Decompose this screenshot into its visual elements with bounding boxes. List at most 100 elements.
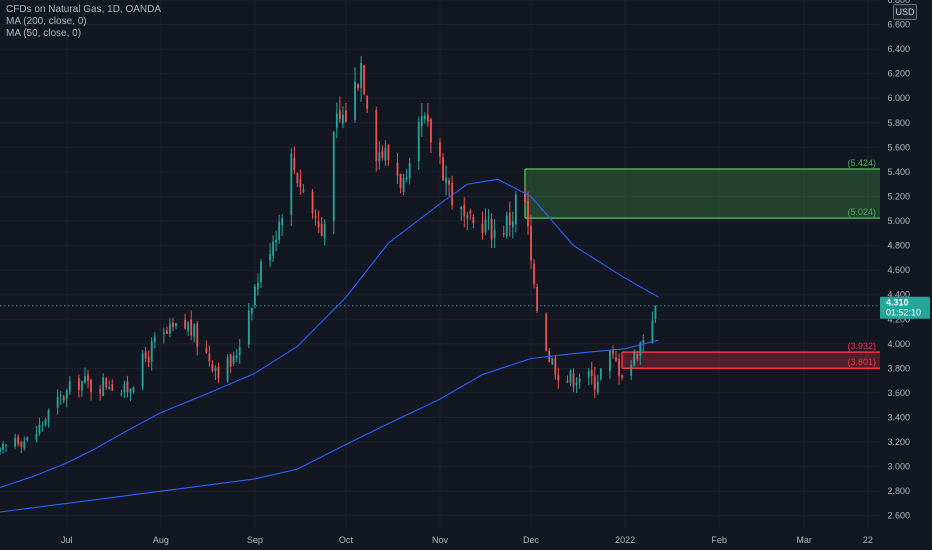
candle-body — [214, 367, 217, 371]
candle-body — [490, 218, 493, 240]
time-axis[interactable]: Jul Aug Sep Oct Nov Dec 2022 Feb Mar 22 — [61, 535, 873, 545]
candle-body — [399, 174, 402, 189]
price-tick-label: 2.600 — [887, 511, 910, 521]
candle-body — [493, 229, 496, 238]
price-tick-label: 6.200 — [887, 69, 910, 79]
candle-body — [59, 395, 62, 397]
price-tick-label: 6.600 — [887, 20, 910, 30]
candle-body — [247, 310, 250, 345]
candle-body — [621, 375, 623, 378]
candle-body — [23, 440, 26, 449]
price-axis[interactable]: 2.600 2.800 3.000 3.200 3.400 3.600 3.800 4.000… — [887, 0, 910, 521]
candle-body — [211, 364, 214, 371]
time-tick-label: 22 — [863, 535, 873, 545]
candle-body — [184, 319, 187, 329]
candle-body — [229, 354, 232, 367]
candle-body — [153, 336, 156, 342]
zones: (5.424) (5.024) (3.932) (3.801) — [524, 158, 880, 369]
candle-body — [460, 206, 463, 209]
candle-body — [175, 322, 177, 326]
candle-body — [102, 377, 105, 397]
candle-body — [320, 223, 323, 236]
candle-body — [187, 322, 190, 332]
candle-body — [132, 387, 135, 392]
candle-body — [599, 368, 602, 380]
candle-body — [275, 239, 278, 243]
supply-zone-top-label: (5.424) — [847, 158, 876, 168]
chart-legend: CFDs on Natural Gas, 1D, OANDA MA (200, … — [6, 4, 161, 40]
candle-body — [363, 65, 366, 94]
candle-body — [366, 96, 369, 109]
legend-symbol[interactable]: CFDs on Natural Gas, 1D, OANDA — [6, 4, 162, 15]
candle-body — [505, 215, 508, 237]
legend-ma200[interactable]: MA (200, close, 0) — [6, 16, 87, 27]
candle-body — [217, 366, 220, 379]
candle-body — [81, 381, 83, 391]
candle-body — [612, 349, 614, 355]
candle-body — [84, 376, 86, 383]
time-tick-label: Nov — [432, 535, 449, 545]
candle-body — [68, 380, 71, 392]
candle-body — [405, 177, 408, 180]
candle-body — [232, 355, 235, 364]
candle-body — [429, 119, 432, 143]
candle-body — [375, 110, 378, 161]
candle-body — [360, 63, 363, 89]
candle-body — [238, 347, 241, 356]
price-tick-label: 3.800 — [887, 363, 910, 373]
time-tick-label: Mar — [796, 535, 812, 545]
candle-body — [99, 389, 102, 394]
price-tag: 4.310 01:52:10 — [880, 296, 930, 319]
candle-body — [514, 194, 517, 225]
candle-body — [323, 223, 326, 238]
candle-body — [502, 232, 505, 235]
legend-ma50[interactable]: MA (50, close, 0) — [6, 28, 82, 39]
currency-button[interactable]: USD — [893, 4, 917, 20]
candle-body — [596, 381, 599, 393]
candle-body — [35, 433, 38, 440]
candle-body — [5, 444, 7, 446]
supply-zone-bottom-label: (5.024) — [847, 207, 876, 217]
candle-body — [44, 419, 47, 426]
candle-body — [417, 121, 420, 161]
candle-body — [257, 283, 259, 290]
candle-body — [260, 261, 262, 282]
candle-body — [587, 371, 590, 378]
candle-body — [90, 379, 92, 392]
candle-body — [357, 83, 359, 89]
candle-body — [335, 113, 338, 129]
candle-body — [253, 286, 256, 306]
demand-zone-top-label: (3.932) — [847, 341, 876, 351]
candle-body — [293, 157, 296, 171]
candle-body — [426, 114, 429, 122]
candle-body — [511, 221, 514, 227]
candle-body — [566, 380, 569, 383]
candle-body — [527, 200, 529, 227]
candle-body — [47, 410, 50, 422]
candle-body — [56, 396, 59, 408]
demand-zone-bottom-label: (3.801) — [847, 357, 876, 367]
candle-body — [378, 152, 381, 162]
candle-body — [654, 305, 657, 320]
candle-body — [141, 353, 144, 388]
candle-body — [642, 340, 645, 344]
price-tick-label: 4.200 — [887, 314, 910, 324]
candle-body — [269, 254, 271, 261]
candle-body — [250, 308, 253, 314]
candle-body — [651, 321, 654, 344]
candle-body — [314, 215, 317, 219]
price-tick-label: 5.400 — [887, 167, 910, 177]
time-tick-label: Feb — [711, 535, 727, 545]
candle-body — [384, 147, 387, 161]
candle-body — [639, 342, 642, 357]
candle-body — [536, 287, 539, 311]
candle-body — [408, 162, 411, 179]
candle-body — [445, 177, 447, 184]
candle-body — [172, 322, 174, 328]
candle-body — [235, 355, 238, 359]
candle-body — [533, 263, 535, 285]
price-tick-label: 5.600 — [887, 142, 910, 152]
candle-body — [420, 116, 423, 127]
